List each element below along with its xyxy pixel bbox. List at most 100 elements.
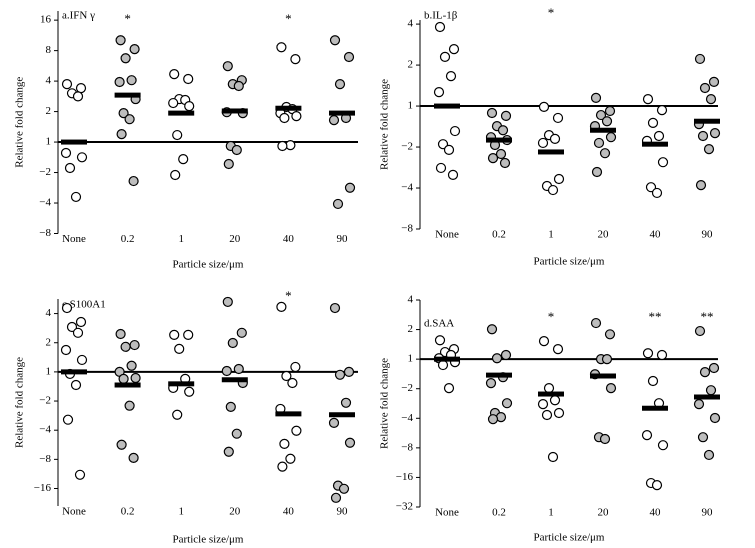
data-point xyxy=(605,383,617,394)
x-tick-label: 90 xyxy=(702,229,714,241)
x-tick-label: 90 xyxy=(337,233,349,245)
data-point xyxy=(445,71,457,82)
data-point xyxy=(553,407,565,419)
data-point xyxy=(178,154,189,165)
data-point xyxy=(437,139,449,150)
data-point xyxy=(61,302,73,314)
data-point xyxy=(693,398,705,410)
data-point xyxy=(549,395,561,406)
data-point xyxy=(651,187,663,199)
data-point xyxy=(291,111,302,122)
x-tick-label: 20 xyxy=(229,506,241,518)
mean-bar xyxy=(694,394,720,400)
data-point xyxy=(497,125,509,136)
data-point xyxy=(290,361,301,373)
x-tick-label: None xyxy=(62,233,86,245)
mean-bar xyxy=(221,377,248,383)
data-point xyxy=(126,360,137,371)
data-point xyxy=(287,377,298,389)
data-point xyxy=(76,152,88,163)
data-point xyxy=(656,105,668,116)
data-point xyxy=(222,61,233,72)
x-tick-label: 0.2 xyxy=(121,506,135,518)
data-point xyxy=(236,327,247,338)
y-tick-label: 2 xyxy=(46,105,52,117)
data-point xyxy=(694,325,706,337)
data-point xyxy=(184,100,195,112)
x-tick-label: 40 xyxy=(650,507,662,519)
data-point xyxy=(590,92,602,103)
data-point xyxy=(448,43,460,55)
y-tick-label: −32 xyxy=(396,501,413,513)
data-point xyxy=(447,169,459,181)
data-point xyxy=(70,191,82,203)
data-point xyxy=(124,400,135,411)
y-tick-label: −16 xyxy=(396,471,414,483)
data-point xyxy=(169,329,180,340)
data-point xyxy=(647,375,659,387)
x-tick-label: 0.2 xyxy=(492,507,506,519)
data-point xyxy=(329,35,341,46)
data-point xyxy=(277,140,288,152)
data-point xyxy=(651,480,663,491)
data-point xyxy=(699,367,711,378)
mean-bar xyxy=(61,369,87,375)
data-point xyxy=(128,175,139,187)
data-point xyxy=(223,158,234,170)
data-point xyxy=(657,157,669,168)
x-axis-label: Particle size/μm xyxy=(534,256,605,268)
x-tick-label: 1 xyxy=(548,507,554,519)
data-point xyxy=(487,153,499,164)
x-tick-label: None xyxy=(435,229,459,241)
y-tick-label: −16 xyxy=(34,482,52,494)
x-axis-label: Particle size/μm xyxy=(173,534,244,546)
y-tick-label: −4 xyxy=(401,182,413,194)
x-tick-label: 1 xyxy=(548,229,554,241)
data-point xyxy=(653,130,665,142)
data-point xyxy=(76,354,88,366)
panel-title: a.IFN γ xyxy=(62,10,95,22)
y-tick-label: 2 xyxy=(46,336,52,348)
significance-mark: * xyxy=(548,5,555,20)
data-point xyxy=(657,440,669,451)
data-point xyxy=(703,449,715,461)
data-point xyxy=(549,133,561,144)
data-point xyxy=(75,316,87,328)
y-axis-label: Relative fold change xyxy=(14,357,26,448)
x-axis-label: Particle size/μm xyxy=(534,532,605,544)
data-point xyxy=(231,428,242,439)
mean-bar xyxy=(61,139,87,145)
y-tick-label: −4 xyxy=(401,412,413,424)
data-point xyxy=(116,439,127,450)
data-point xyxy=(591,166,603,178)
data-point xyxy=(537,137,549,149)
data-point xyxy=(703,143,715,155)
x-tick-label: 20 xyxy=(598,229,610,241)
data-point xyxy=(699,82,711,94)
data-point xyxy=(439,51,451,62)
data-point xyxy=(491,353,503,364)
mean-bar xyxy=(642,141,668,147)
mean-bar xyxy=(329,110,355,116)
data-point xyxy=(231,144,242,156)
data-point xyxy=(541,409,553,421)
data-point xyxy=(552,112,564,124)
data-point xyxy=(227,337,238,349)
data-point xyxy=(170,169,181,181)
data-point xyxy=(486,107,498,119)
data-point xyxy=(433,87,445,98)
data-point xyxy=(604,329,616,340)
data-point xyxy=(709,412,721,424)
data-point xyxy=(434,335,446,346)
data-point xyxy=(552,343,564,355)
data-point xyxy=(332,198,344,210)
data-point xyxy=(118,373,129,384)
y-tick-label: −8 xyxy=(39,227,51,239)
data-point xyxy=(601,354,613,365)
data-point xyxy=(434,21,446,33)
y-axis-label: Relative fold change xyxy=(14,77,26,168)
data-point xyxy=(437,359,449,371)
data-point xyxy=(184,386,195,397)
x-tick-label: 20 xyxy=(598,507,610,519)
